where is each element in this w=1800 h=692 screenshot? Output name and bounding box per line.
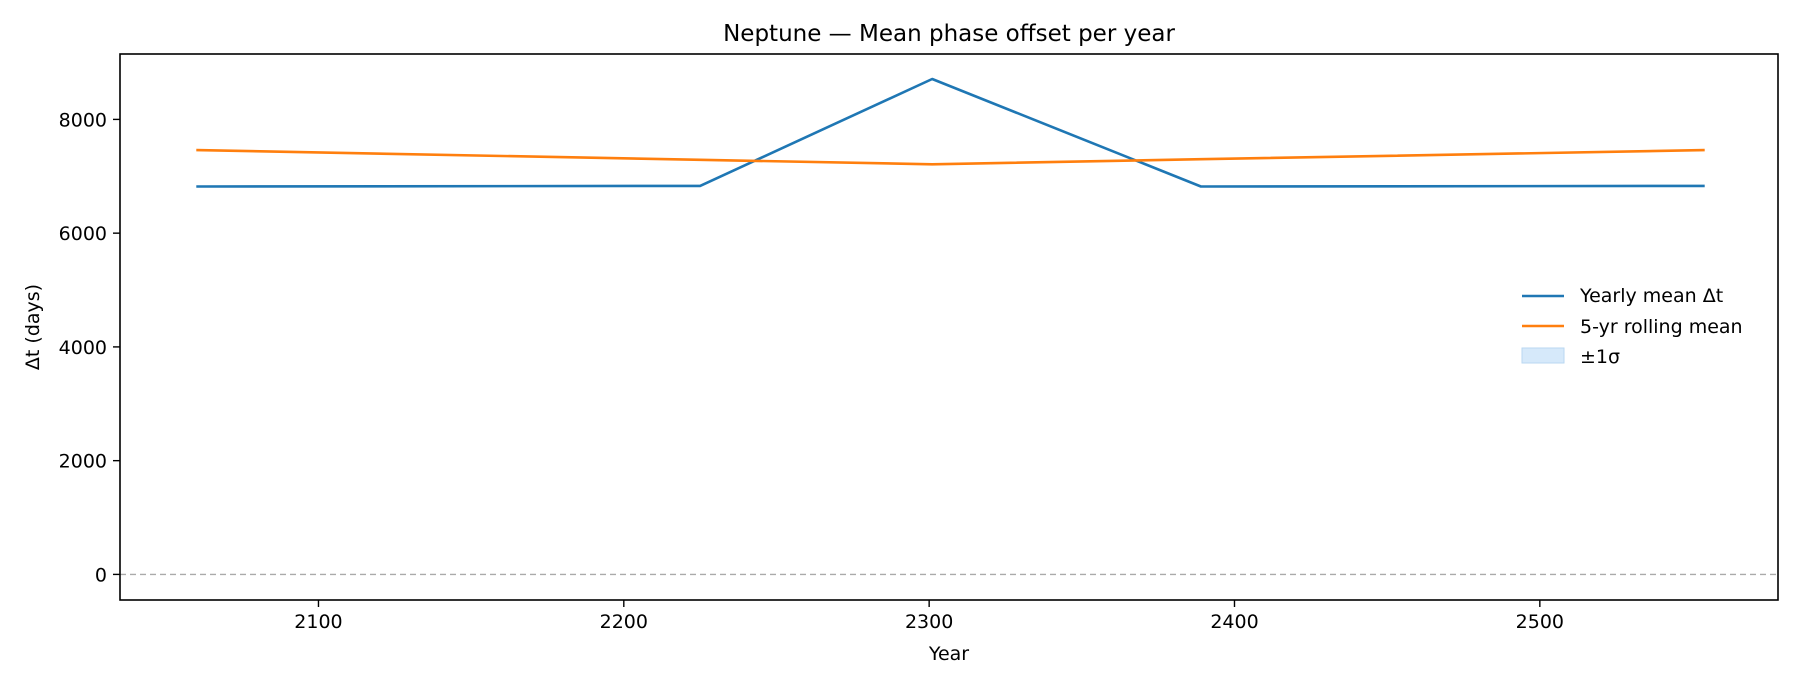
series-line-yearly-mean bbox=[196, 77, 1705, 188]
y-tick-label: 6000 bbox=[59, 223, 107, 245]
y-tick-label: 2000 bbox=[59, 451, 107, 473]
x-tick-label: 2400 bbox=[1210, 611, 1258, 633]
chart-title: Neptune — Mean phase offset per year bbox=[723, 21, 1175, 47]
y-axis-ticks: 0 2000 4000 6000 8000 bbox=[59, 109, 120, 586]
x-tick-label: 2200 bbox=[600, 611, 648, 633]
x-tick-label: 2500 bbox=[1516, 611, 1564, 633]
y-tick-label: 8000 bbox=[59, 109, 107, 131]
plot-layer bbox=[120, 77, 1778, 576]
series-line-rolling-mean bbox=[196, 148, 1705, 166]
legend-label-rolling-mean: 5-yr rolling mean bbox=[1580, 316, 1743, 338]
y-axis-label: Δt (days) bbox=[22, 284, 44, 370]
x-axis-ticks: 2100 2200 2300 2400 2500 bbox=[294, 600, 1564, 633]
x-axis-label: Year bbox=[928, 643, 969, 665]
y-tick-label: 0 bbox=[95, 564, 107, 586]
legend-label-sigma-band: ±1σ bbox=[1580, 346, 1620, 368]
legend: Yearly mean Δt 5-yr rolling mean ±1σ bbox=[1521, 285, 1743, 368]
legend-swatch-sigma-band bbox=[1521, 347, 1565, 364]
plot-frame bbox=[119, 53, 1779, 601]
x-tick-label: 2300 bbox=[905, 611, 953, 633]
legend-label-yearly-mean: Yearly mean Δt bbox=[1579, 285, 1723, 307]
y-tick-label: 4000 bbox=[59, 337, 107, 359]
x-tick-label: 2100 bbox=[294, 611, 342, 633]
